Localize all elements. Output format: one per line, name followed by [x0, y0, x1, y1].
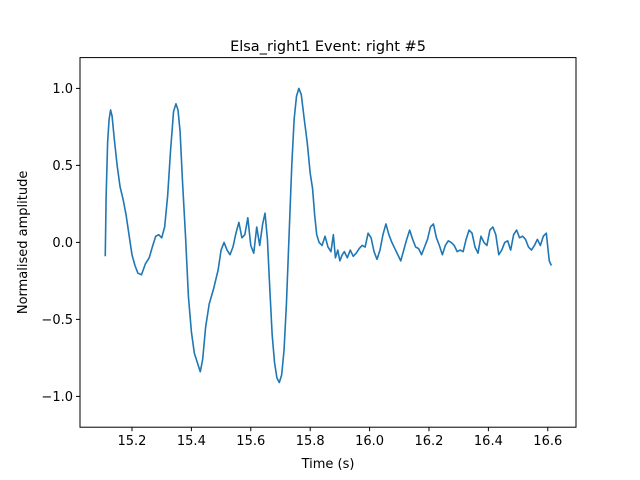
series-line: [104, 87, 553, 384]
x-axis: 15.2 15.4 15.6 15.8 16.0 16.2 16.4 16.6: [117, 427, 562, 449]
x-tick-label: 15.2: [117, 434, 146, 449]
x-tick-label: 16.4: [474, 434, 503, 449]
y-tick-label: 1.0: [52, 82, 73, 97]
x-tick-label: 16.2: [415, 434, 444, 449]
y-tick-label: 0.0: [52, 236, 73, 251]
plot-frame: [79, 57, 577, 428]
y-tick-label: 0.5: [52, 159, 73, 174]
x-tick-label: 15.6: [236, 434, 265, 449]
x-tick-label: 16.0: [355, 434, 384, 449]
chart-title: Elsa_right1 Event: right #5: [230, 39, 426, 55]
y-tick-label: −1.0: [41, 390, 73, 405]
y-axis-label: Normalised amplitude: [16, 171, 31, 315]
x-axis-label: Time (s): [301, 457, 355, 472]
x-tick-label: 15.8: [296, 434, 325, 449]
x-tick-label: 16.6: [533, 434, 562, 449]
y-axis: −1.0 −0.5 0.0 0.5 1.0: [41, 82, 80, 405]
x-tick-label: 15.4: [177, 434, 206, 449]
plot-area: [104, 87, 553, 384]
y-tick-label: −0.5: [41, 313, 73, 328]
